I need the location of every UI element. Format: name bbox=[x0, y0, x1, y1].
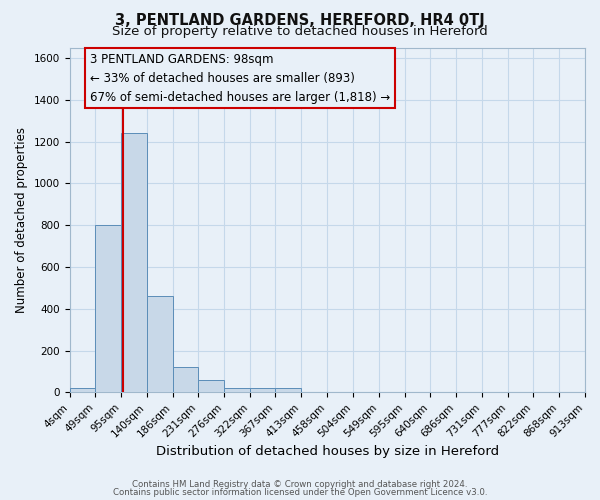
Bar bbox=[250, 388, 275, 392]
Y-axis label: Number of detached properties: Number of detached properties bbox=[15, 127, 28, 313]
Bar bbox=[70, 388, 95, 392]
Bar bbox=[121, 133, 146, 392]
Text: Size of property relative to detached houses in Hereford: Size of property relative to detached ho… bbox=[112, 25, 488, 38]
Text: 3 PENTLAND GARDENS: 98sqm
← 33% of detached houses are smaller (893)
67% of semi: 3 PENTLAND GARDENS: 98sqm ← 33% of detac… bbox=[90, 52, 391, 104]
Bar bbox=[198, 380, 224, 392]
X-axis label: Distribution of detached houses by size in Hereford: Distribution of detached houses by size … bbox=[156, 444, 499, 458]
Text: Contains HM Land Registry data © Crown copyright and database right 2024.: Contains HM Land Registry data © Crown c… bbox=[132, 480, 468, 489]
Bar bbox=[95, 225, 121, 392]
Bar bbox=[173, 368, 198, 392]
Bar bbox=[146, 296, 173, 392]
Text: 3, PENTLAND GARDENS, HEREFORD, HR4 0TJ: 3, PENTLAND GARDENS, HEREFORD, HR4 0TJ bbox=[115, 12, 485, 28]
Bar bbox=[224, 388, 250, 392]
Text: Contains public sector information licensed under the Open Government Licence v3: Contains public sector information licen… bbox=[113, 488, 487, 497]
Bar bbox=[275, 388, 301, 392]
